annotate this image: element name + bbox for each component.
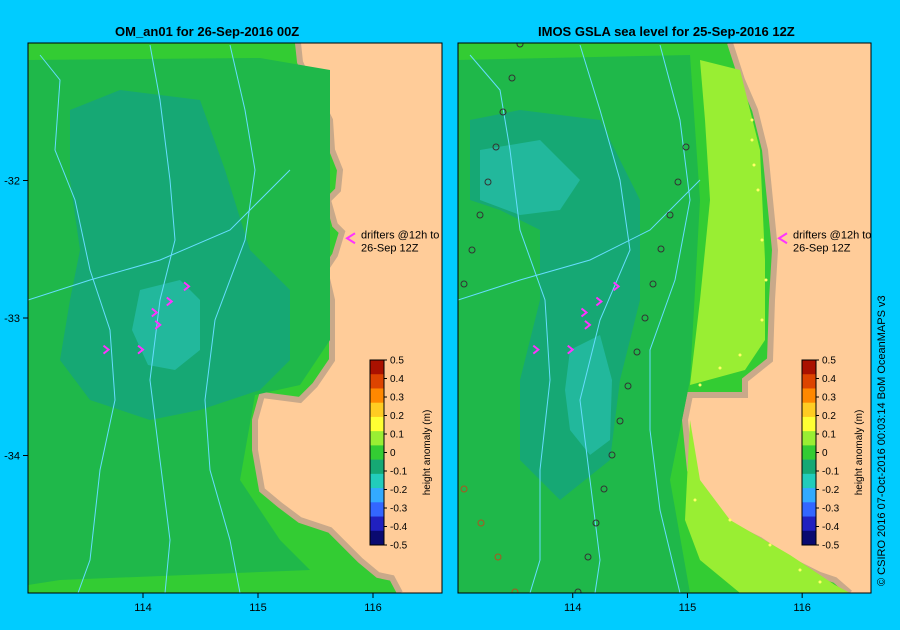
drifter-marker: [154, 320, 162, 330]
left-panel-overlays: 114 115 116 -32 -33 -34 drifters @12h to26-Sep…: [4, 176, 439, 615]
colorbar-tick-label: 0.2: [390, 411, 404, 422]
x-tick-label: 116: [793, 602, 811, 614]
left-panel-title: OM_an01 for 26-Sep-2016 00Z: [115, 24, 300, 39]
colorbar-segment: [802, 360, 816, 375]
colorbar-tick-label: -0.5: [822, 541, 840, 552]
drifter-marker: [151, 307, 159, 318]
y-tick-label: -33: [4, 313, 20, 325]
colorbar-label: height anomaly (m): [854, 410, 865, 496]
drifter-marker: [612, 281, 621, 292]
shelf-stations: [693, 118, 822, 584]
colorbar-segment: [802, 388, 816, 404]
legend-drifter-marker: [777, 232, 788, 245]
colorbar-tick-label: 0.2: [822, 411, 836, 422]
x-tick-label: 114: [134, 602, 152, 614]
colorbar-segment: [370, 530, 384, 546]
colorbar-segment: [370, 488, 384, 503]
colorbar-tick-label: -0.3: [822, 504, 840, 515]
legend-drifter-marker: [345, 232, 356, 245]
drifter-marker: [102, 344, 111, 355]
colorbar-tick-label: 0.4: [822, 374, 836, 385]
colorbar-segment: [370, 459, 384, 475]
coast-shelf: [252, 43, 403, 593]
colorbar-segment: [370, 388, 384, 404]
colorbar-segment: [802, 445, 816, 461]
colorbar-segment: [802, 374, 816, 389]
colorbar-segment: [370, 516, 384, 532]
positive-anomaly-south: [685, 420, 850, 593]
minus-0.1-region: [60, 90, 290, 420]
drifter-annotation: 26-Sep 12Z: [361, 242, 419, 254]
drifter-marker: [532, 344, 540, 355]
colorbar-tick-label: -0.2: [390, 485, 408, 496]
colorbar-segment: [802, 516, 816, 532]
credit-text: © CSIRO 2016 07-Oct-2016 00:03:14 BoM Oc…: [876, 295, 888, 586]
altimetry-stations: [460, 43, 690, 593]
colorbar-segment: [802, 402, 816, 418]
colorbar-segment: [802, 459, 816, 475]
colorbar-tick-label: -0.4: [822, 522, 840, 533]
colorbar-segment: [802, 416, 816, 432]
colorbar-tick-label: 0.4: [390, 374, 404, 385]
colorbar-segment: [802, 488, 816, 503]
colorbar-segment: [802, 473, 816, 489]
drifter-marker: [137, 344, 145, 355]
colorbar-tick-label: 0: [390, 448, 396, 459]
colorbar-segment: [370, 360, 384, 375]
isobaths: [458, 44, 701, 593]
drifter-annotation: 26-Sep 12Z: [793, 242, 851, 254]
colorbar-segment: [370, 402, 384, 418]
colorbar-segment: [802, 431, 816, 446]
colorbar-tick-label: -0.5: [390, 541, 408, 552]
drifter-marker: [580, 307, 589, 318]
colorbar-tick-label: 0.5: [390, 356, 404, 367]
drifter-annotation: drifters @12h to: [793, 229, 871, 241]
colorbar-tick-label: -0.4: [390, 522, 408, 533]
positive-anomaly-band: [690, 60, 765, 385]
isobaths: [28, 44, 291, 593]
colorbar-tick-label: 0.3: [822, 393, 836, 404]
minus-0.2-north-region: [480, 140, 580, 215]
colorbar-tick-label: -0.1: [822, 467, 840, 478]
x-tick-label: 115: [249, 602, 267, 614]
colorbar-tick-label: 0.1: [822, 430, 836, 441]
y-tick-label: -34: [4, 451, 20, 463]
drifter-marker: [166, 296, 174, 307]
colorbar-segment: [370, 431, 384, 446]
colorbar-tick-label: 0.1: [390, 430, 404, 441]
x-tick-label: 114: [564, 602, 582, 614]
right-panel-title: IMOS GSLA sea level for 25-Sep-2016 12Z: [538, 24, 795, 39]
drifter-marker: [595, 296, 604, 307]
drifter-marker: [584, 320, 592, 330]
colorbar-segment: [370, 445, 384, 461]
colorbar-tick-label: -0.1: [390, 467, 408, 478]
colorbar-segment: [802, 502, 816, 518]
minus-0.2-region: [565, 335, 612, 455]
colorbar-segment: [802, 530, 816, 546]
x-tick-label: 115: [679, 602, 697, 614]
y-tick-label: -32: [4, 176, 20, 188]
colorbar-label: height anomaly (m): [422, 410, 433, 496]
colorbar-segment: [370, 473, 384, 489]
colorbar-tick-label: 0: [822, 448, 828, 459]
colorbar-segment: [370, 374, 384, 389]
minus-0.2-region: [132, 280, 200, 370]
colorbar-tick-label: -0.3: [390, 504, 408, 515]
drifter-annotation: drifters @12h to: [361, 229, 439, 241]
colorbar-tick-label: -0.2: [822, 485, 840, 496]
colorbar-segment: [370, 502, 384, 518]
drifter-marker: [183, 281, 191, 292]
colorbar-segment: [370, 416, 384, 432]
colorbar-tick-label: 0.3: [390, 393, 404, 404]
colorbar-tick-label: 0.5: [822, 356, 836, 367]
right-map-frame: [457, 42, 872, 594]
x-tick-label: 116: [364, 602, 382, 614]
drifter-marker: [567, 344, 575, 355]
